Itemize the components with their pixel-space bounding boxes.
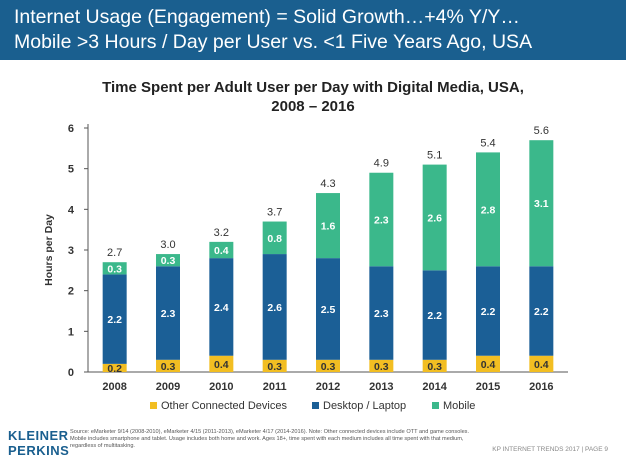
legend-label: Desktop / Laptop: [323, 400, 406, 412]
chart-title-line-1: Time Spent per Adult User per Day with D…: [102, 79, 524, 96]
header-banner: Internet Usage (Engagement) = Solid Grow…: [0, 0, 626, 60]
data-label: 3.1: [534, 198, 549, 210]
bar-segment-mobile-2016: [529, 140, 554, 267]
data-label: 0.3: [161, 361, 176, 373]
bar-segment-other-connected-devices-2014: [422, 359, 447, 372]
y-axis-label: Hours per Day: [43, 214, 55, 286]
data-label: 0.4: [214, 359, 229, 371]
x-tick-label: 2011: [263, 381, 287, 393]
bar-segment-desktop-laptop-2012: [316, 258, 340, 360]
bar-segment-mobile-2011: [262, 221, 287, 255]
x-tick-label: 2016: [529, 381, 553, 393]
data-label: 0.3: [107, 263, 122, 275]
data-label: 2.2: [534, 306, 549, 318]
total-label: 5.4: [480, 137, 495, 149]
data-label: 0.4: [481, 359, 496, 371]
data-label: 0.3: [427, 361, 442, 373]
total-label: 5.6: [534, 125, 549, 137]
data-label: 2.4: [214, 302, 229, 314]
data-label: 0.3: [321, 361, 336, 373]
bar-segment-mobile-2012: [316, 193, 340, 259]
total-label: 3.7: [267, 207, 282, 219]
data-label: 2.6: [267, 302, 282, 314]
data-label: 0.4: [214, 245, 229, 257]
bar-segment-other-connected-devices-2011: [262, 359, 287, 372]
x-tick-label: 2012: [316, 381, 340, 393]
bar-segment-other-connected-devices-2010: [209, 355, 234, 372]
x-tick-label: 2013: [369, 381, 393, 393]
total-label: 5.1: [427, 150, 442, 162]
bar-segment-other-connected-devices-2008: [102, 363, 127, 372]
y-tick-label: 0: [68, 367, 74, 379]
bar-segment-desktop-laptop-2009: [156, 266, 180, 360]
bar-segment-desktop-laptop-2015: [476, 266, 500, 356]
bar-segment-desktop-laptop-2016: [529, 266, 554, 356]
x-tick-label: 2008: [102, 381, 126, 393]
bar-segment-other-connected-devices-2009: [156, 359, 180, 372]
data-label: 0.3: [161, 255, 176, 267]
bar-segment-desktop-laptop-2011: [262, 254, 287, 360]
total-label: 2.7: [107, 247, 122, 259]
data-label: 2.2: [427, 310, 442, 322]
data-label: 2.3: [374, 308, 389, 320]
banner-title-line-1: Internet Usage (Engagement) = Solid Grow…: [14, 6, 520, 28]
bar-segment-mobile-2009: [156, 254, 180, 267]
legend-label: Other Connected Devices: [161, 400, 287, 412]
y-tick-label: 3: [68, 245, 74, 257]
bar-segment-mobile-2013: [369, 172, 394, 267]
banner-title-line-2: Mobile >3 Hours / Day per User vs. <1 Fi…: [14, 31, 533, 53]
x-tick-label: 2015: [476, 381, 500, 393]
page-footer-label: KP INTERNET TRENDS 2017 | PAGE 9: [492, 446, 608, 453]
data-label: 2.6: [427, 212, 442, 224]
bar-segment-mobile-2015: [476, 152, 500, 267]
bar-segment-mobile-2008: [102, 262, 127, 275]
stacked-bar-chart: 0 1 2 3 4 5 6 Hours per Day 0.2 2.2 0.3 2.7 2008 0.3 2…: [43, 123, 568, 412]
total-label: 4.9: [374, 158, 389, 170]
bar-segment-other-connected-devices-2013: [369, 359, 394, 372]
bar-segment-desktop-laptop-2010: [209, 258, 234, 356]
data-label: 0.2: [107, 363, 122, 375]
y-tick-label: 4: [68, 204, 75, 216]
total-label: 3.2: [214, 227, 229, 239]
bar-segment-other-connected-devices-2016: [529, 355, 554, 372]
x-tick-label: 2014: [422, 381, 447, 393]
bar-segment-desktop-laptop-2013: [369, 266, 394, 360]
source-note: Source: eMarketer 9/14 (2008-2010), eMar…: [70, 429, 470, 449]
kleiner-perkins-logo: KLEINER PERKINS: [8, 428, 70, 458]
legend-swatch: [432, 402, 439, 409]
data-label: 2.8: [481, 204, 496, 216]
data-label: 0.4: [534, 359, 549, 371]
bar-segment-mobile-2014: [422, 164, 447, 271]
data-label: 2.5: [321, 304, 336, 316]
y-tick-label: 1: [68, 326, 74, 338]
x-tick-label: 2010: [209, 381, 233, 393]
total-label: 3.0: [160, 239, 175, 251]
data-label: 2.3: [161, 308, 176, 320]
chart-title: Time Spent per Adult User per Day with D…: [0, 78, 626, 116]
chart-title-line-2: 2008 – 2016: [271, 98, 355, 115]
data-label: 1.6: [321, 221, 336, 233]
bar-segment-other-connected-devices-2012: [316, 359, 340, 372]
bar-segment-other-connected-devices-2015: [476, 355, 500, 372]
data-label: 2.2: [481, 306, 496, 318]
data-label: 0.8: [267, 233, 282, 245]
y-tick-label: 5: [68, 164, 74, 176]
legend-swatch: [312, 402, 319, 409]
bar-segment-mobile-2010: [209, 241, 234, 259]
data-label: 2.2: [107, 314, 122, 326]
y-tick-label: 6: [68, 123, 74, 135]
bar-segment-desktop-laptop-2014: [422, 270, 447, 360]
data-label: 0.3: [374, 361, 389, 373]
data-label: 0.3: [267, 361, 282, 373]
legend-swatch: [150, 402, 157, 409]
bar-segment-desktop-laptop-2008: [102, 274, 127, 364]
legend-label: Mobile: [443, 400, 475, 412]
data-label: 2.3: [374, 215, 389, 227]
total-label: 4.3: [320, 178, 335, 190]
y-tick-label: 2: [68, 286, 74, 298]
x-tick-label: 2009: [156, 381, 180, 393]
